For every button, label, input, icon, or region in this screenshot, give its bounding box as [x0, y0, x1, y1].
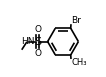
Text: O: O [34, 49, 41, 58]
Text: CH₃: CH₃ [71, 58, 87, 67]
Text: HN: HN [21, 37, 34, 46]
Text: S: S [34, 37, 41, 47]
Text: O: O [34, 25, 41, 34]
Text: Br: Br [71, 16, 81, 25]
